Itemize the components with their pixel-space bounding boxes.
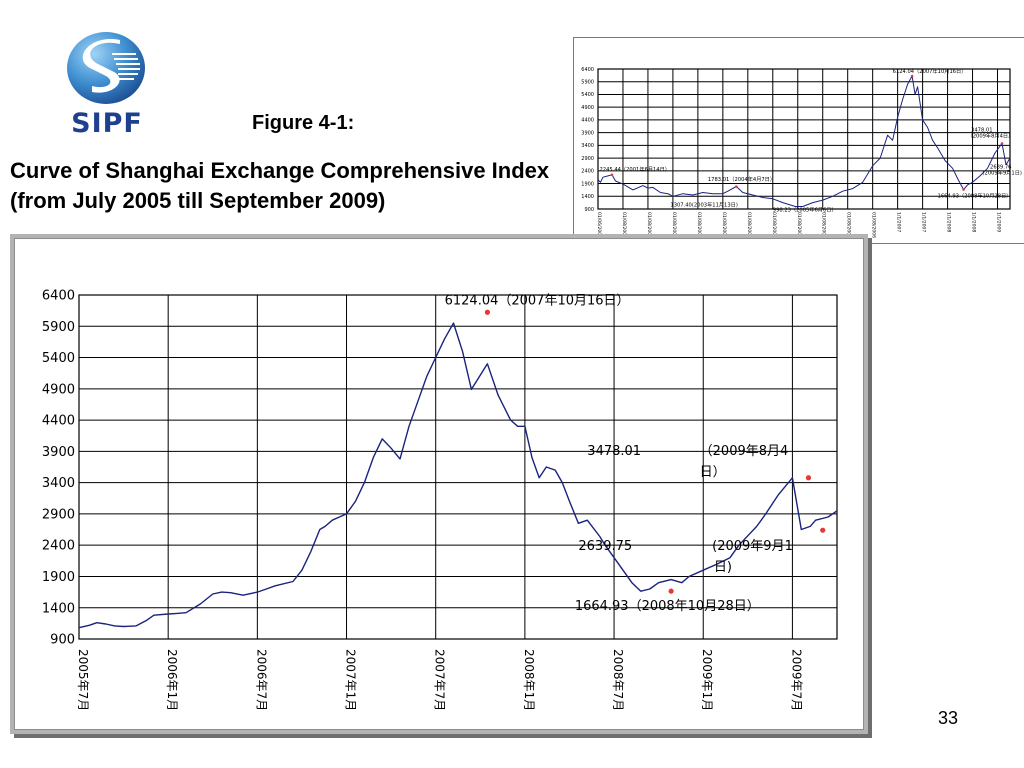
y-tick-label: 2900 — [581, 156, 594, 162]
x-tick-label: 01/08/2003 — [696, 212, 702, 238]
data-annotation: 998.23（2005年6月6日） — [773, 206, 837, 214]
x-tick-label: 2009年7月 — [789, 649, 803, 711]
y-tick-label: 5900 — [581, 79, 594, 85]
y-tick-label: 4400 — [581, 118, 594, 124]
x-tick-label: 01/08/2001 — [621, 212, 627, 238]
x-tick-label: 2008年7月 — [611, 649, 625, 711]
data-annotation: (2009年9月1日) — [983, 169, 1022, 177]
y-tick-label: 900 — [50, 633, 75, 648]
reference-chart-svg: 6400 5900 5400 4900 4400 3900 3400 2900 2400 1900… — [581, 67, 1022, 238]
data-annotation: 日） — [700, 465, 726, 480]
y-tick-label: 6400 — [42, 289, 75, 304]
highlight-point — [610, 173, 614, 177]
x-tick-label: 2007年7月 — [433, 649, 447, 711]
y-tick-label: 2400 — [42, 539, 75, 554]
data-annotation: 3478.01 — [587, 444, 641, 459]
y-tick-label: 3400 — [42, 476, 75, 491]
x-tick-label: 1/1/2007 — [921, 212, 927, 232]
x-tick-label: 01/08/2006 — [871, 212, 877, 238]
main-chart-svg: 6400 5900 5400 4900 4400 3900 3400 2900 2400 1900… — [42, 289, 838, 711]
x-tick-label: 2008年1月 — [522, 649, 536, 711]
x-tick-label: 01/08/2004 — [746, 212, 752, 238]
y-tick-label: 1400 — [581, 194, 594, 200]
x-tick-label: 1/1/2008 — [971, 212, 977, 232]
x-tick-label: 2006年1月 — [165, 649, 179, 711]
figure-label: Figure 4-1: — [252, 112, 355, 134]
data-annotation: 2639.76 — [990, 164, 1011, 170]
y-tick-label: 3900 — [581, 130, 594, 136]
y-tick-label: 900 — [584, 207, 594, 213]
data-annotation: 1307.40(2003年11月13日) — [670, 200, 737, 208]
y-tick-label: 5400 — [581, 92, 594, 98]
highlight-point — [820, 527, 826, 533]
x-tick-label: 01/08/2002 — [671, 212, 677, 238]
y-tick-label: 4400 — [42, 414, 75, 429]
x-tick-label: 01/08/2002 — [646, 212, 652, 238]
x-tick-label: 01/08/2005 — [796, 212, 802, 238]
highlight-point — [668, 588, 674, 594]
x-tick-label: 1/1/2007 — [896, 212, 902, 232]
highlight-point — [962, 188, 965, 191]
sipf-emblem-icon — [67, 32, 145, 104]
y-tick-label: 6400 — [581, 67, 594, 73]
plot-area — [597, 68, 1011, 210]
data-annotation: 2245.44（2001年6月14日） — [599, 165, 670, 173]
y-tick-label: 5400 — [42, 351, 75, 366]
x-tick-label: 01/06/2001 — [596, 212, 602, 238]
data-annotation: 1664.93（2008年10月28日） — [938, 192, 1012, 200]
x-tick-label: 01/08/2005 — [821, 212, 827, 238]
y-tick-label: 5900 — [42, 320, 75, 335]
data-annotation: 6124.04（2007年10月16日） — [893, 67, 967, 75]
data-annotation: 6124.04（2007年10月16日） — [445, 293, 630, 308]
series-line — [597, 75, 1011, 207]
highlight-point — [910, 74, 914, 78]
y-tick-label: 4900 — [581, 105, 594, 111]
figure-caption: Curve of Shanghai Exchange Comprehensive… — [10, 158, 550, 213]
x-tick-label: 01/08/2004 — [771, 212, 777, 238]
x-tick-label: 2007年1月 — [344, 649, 358, 711]
x-tick-label: 2005年7月 — [76, 649, 90, 711]
series-line — [78, 322, 838, 629]
y-tick-label: 4900 — [42, 382, 75, 397]
data-annotation: （2009年8月4日） — [968, 132, 1014, 140]
logo-text: SIPF — [71, 108, 143, 139]
data-annotation: （2009年8月4 — [700, 444, 789, 459]
x-tick-label: 1/1/2009 — [996, 212, 1002, 232]
y-tick-label: 2400 — [581, 169, 594, 175]
y-tick-label: 3400 — [581, 143, 594, 149]
x-tick-label: 01/08/2006 — [846, 212, 852, 238]
data-annotation: 1664.93（2008年10月28日） — [575, 599, 760, 614]
x-tick-label: 1/1/2008 — [946, 212, 952, 232]
x-tick-label: 2009年1月 — [700, 649, 714, 711]
data-annotation: 3478.01 — [971, 127, 992, 133]
data-annotation: 日) — [714, 560, 732, 575]
highlight-point — [735, 185, 738, 188]
highlight-point — [1000, 142, 1004, 145]
x-tick-label: 01/08/2003 — [721, 212, 727, 238]
y-tick-label: 2900 — [42, 507, 75, 522]
x-tick-label: 2006年7月 — [254, 649, 268, 711]
y-tick-label: 1900 — [581, 181, 594, 187]
reference-chart: 6400 5900 5400 4900 4400 3900 3400 2900 2400 1900… — [573, 37, 1024, 244]
y-tick-label: 1900 — [42, 570, 75, 585]
slide-number: 33 — [938, 708, 959, 728]
y-tick-label: 1400 — [42, 601, 75, 616]
highlight-point — [484, 309, 491, 315]
sipf-logo: SIPF — [62, 32, 152, 139]
highlight-point — [805, 475, 812, 481]
y-tick-label: 3900 — [42, 445, 75, 460]
data-annotation: (2009年9月1 — [712, 539, 793, 554]
data-annotation: 2639.75 — [578, 539, 632, 554]
main-chart-frame: 6400 5900 5400 4900 4400 3900 3400 2900 2400 1900… — [14, 238, 864, 730]
data-annotation: 1783.01（2004年4月7日） — [708, 175, 775, 183]
